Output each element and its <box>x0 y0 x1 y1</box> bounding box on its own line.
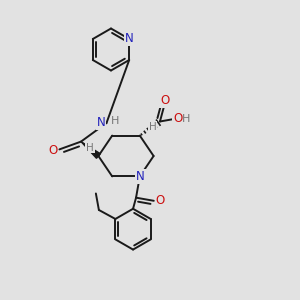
Text: N: N <box>136 170 145 183</box>
Text: H: H <box>86 142 94 153</box>
Text: H: H <box>111 116 120 127</box>
Text: H: H <box>182 114 190 124</box>
Text: O: O <box>173 112 182 125</box>
Text: N: N <box>97 116 106 130</box>
Polygon shape <box>81 142 100 158</box>
Text: O: O <box>160 94 170 107</box>
Text: N: N <box>125 32 134 46</box>
Text: H: H <box>148 122 156 132</box>
Text: O: O <box>156 194 165 207</box>
Text: O: O <box>48 144 57 157</box>
